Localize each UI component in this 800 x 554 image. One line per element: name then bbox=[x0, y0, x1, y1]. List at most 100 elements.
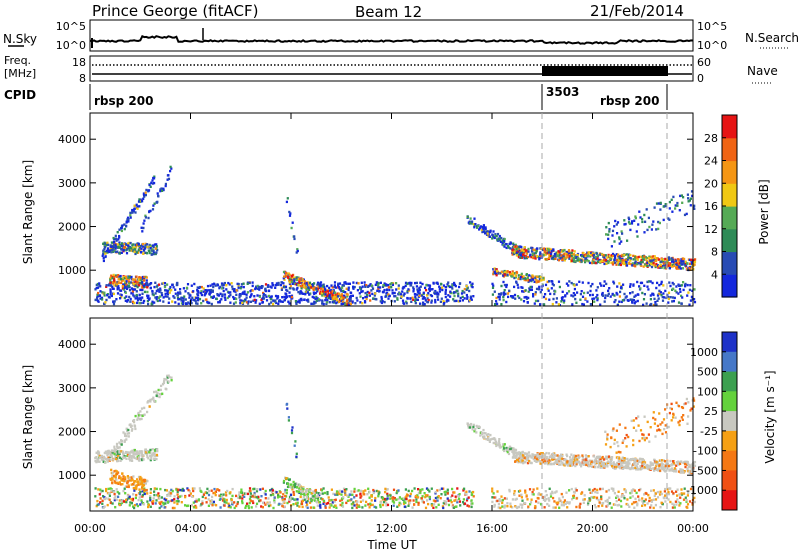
velocity-echo bbox=[350, 502, 353, 506]
velocity-echo bbox=[260, 495, 263, 498]
power-echo bbox=[503, 293, 506, 296]
velocity-echo bbox=[290, 486, 293, 489]
velocity-echo bbox=[407, 489, 410, 493]
velocity-echo bbox=[149, 398, 152, 402]
power-echo bbox=[406, 291, 409, 294]
velocity-echo bbox=[133, 489, 136, 492]
velocity-echo bbox=[311, 499, 314, 502]
power-echo bbox=[200, 293, 203, 297]
power-echo bbox=[525, 252, 529, 255]
power-echo bbox=[144, 251, 147, 254]
power-echo bbox=[438, 290, 441, 293]
power-echo bbox=[619, 257, 622, 260]
power-echo bbox=[551, 302, 554, 306]
velocity-echo bbox=[525, 456, 528, 459]
velocity-echo bbox=[201, 502, 204, 505]
power-echo bbox=[312, 291, 315, 294]
power-echo bbox=[241, 301, 244, 305]
power-echo bbox=[621, 253, 624, 257]
velocity-echo bbox=[298, 505, 301, 508]
power-echo bbox=[383, 300, 386, 304]
power-echo bbox=[406, 297, 409, 300]
power-echo bbox=[503, 237, 506, 241]
power-echo bbox=[361, 302, 364, 305]
velocity-echo bbox=[114, 495, 117, 498]
velocity-echo bbox=[303, 498, 306, 501]
velocity-echo bbox=[224, 491, 228, 494]
power-echo bbox=[321, 302, 324, 305]
power-echo bbox=[620, 230, 623, 233]
power-echo bbox=[331, 292, 334, 295]
power-echo bbox=[633, 219, 636, 222]
velocity-echo bbox=[409, 499, 412, 502]
velocity-echo bbox=[458, 493, 461, 496]
velocity-echo bbox=[193, 487, 196, 490]
power-echo bbox=[550, 250, 553, 253]
power-echo bbox=[272, 302, 275, 306]
power-echo bbox=[455, 289, 458, 293]
power-echo bbox=[329, 292, 332, 295]
power-echo bbox=[655, 202, 659, 205]
power-echo bbox=[153, 243, 156, 246]
velocity-echo bbox=[300, 502, 304, 506]
power-echo bbox=[688, 199, 691, 202]
velocity-echo bbox=[397, 489, 400, 492]
power-echo bbox=[235, 293, 238, 296]
velocity-echo bbox=[200, 503, 203, 506]
power-echo bbox=[143, 219, 146, 222]
velocity-echo bbox=[540, 452, 543, 455]
power-echo bbox=[218, 301, 221, 304]
velocity-echo bbox=[135, 493, 138, 497]
power-echo bbox=[530, 285, 533, 289]
power-echo bbox=[531, 252, 534, 256]
power-echo bbox=[629, 292, 632, 295]
power-echo bbox=[470, 222, 473, 225]
power-echo bbox=[600, 284, 603, 287]
power-echo bbox=[124, 275, 127, 278]
power-echo bbox=[315, 295, 318, 299]
power-echo bbox=[632, 254, 635, 258]
velocity-echo bbox=[97, 450, 100, 453]
velocity-echo bbox=[594, 463, 597, 466]
velocity-echo bbox=[456, 499, 459, 502]
power-echo bbox=[444, 291, 447, 294]
velocity-echo bbox=[344, 493, 347, 496]
velocity-echo bbox=[441, 505, 444, 508]
power-echo bbox=[410, 300, 413, 303]
velocity-echo bbox=[396, 505, 399, 508]
velocity-echo bbox=[150, 457, 153, 460]
power-echo bbox=[457, 294, 460, 298]
power-echo bbox=[616, 285, 619, 288]
power-echo bbox=[101, 291, 104, 294]
power-echo bbox=[534, 255, 537, 258]
power-echo bbox=[105, 285, 108, 288]
velocity-echo bbox=[137, 417, 140, 420]
power-echo bbox=[508, 271, 512, 274]
y-tick-label: 3000 bbox=[58, 177, 86, 190]
power-echo bbox=[596, 297, 599, 300]
velocity-echo bbox=[574, 464, 577, 468]
velocity-echo bbox=[358, 505, 361, 508]
velocity-echo bbox=[417, 501, 420, 505]
power-echo bbox=[662, 264, 666, 267]
power-echo bbox=[198, 285, 202, 289]
power-echo bbox=[113, 277, 116, 281]
power-echo bbox=[164, 289, 167, 292]
velocity-echo bbox=[400, 497, 403, 501]
power-echo bbox=[340, 294, 344, 298]
velocity-echo bbox=[532, 455, 535, 458]
power-echo bbox=[153, 177, 156, 180]
power-echo bbox=[149, 286, 152, 290]
power-echo bbox=[591, 297, 594, 301]
power-echo bbox=[234, 290, 237, 293]
velocity-echo bbox=[512, 452, 515, 455]
velocity-echo bbox=[523, 452, 526, 455]
velocity-echo bbox=[139, 483, 142, 486]
power-echo bbox=[600, 259, 603, 263]
velocity-echo bbox=[606, 465, 609, 468]
power-echo bbox=[503, 269, 506, 273]
power-echo bbox=[418, 294, 421, 297]
power-echo bbox=[412, 298, 415, 301]
velocity-echo bbox=[471, 428, 474, 431]
velocity-echo bbox=[426, 494, 429, 497]
